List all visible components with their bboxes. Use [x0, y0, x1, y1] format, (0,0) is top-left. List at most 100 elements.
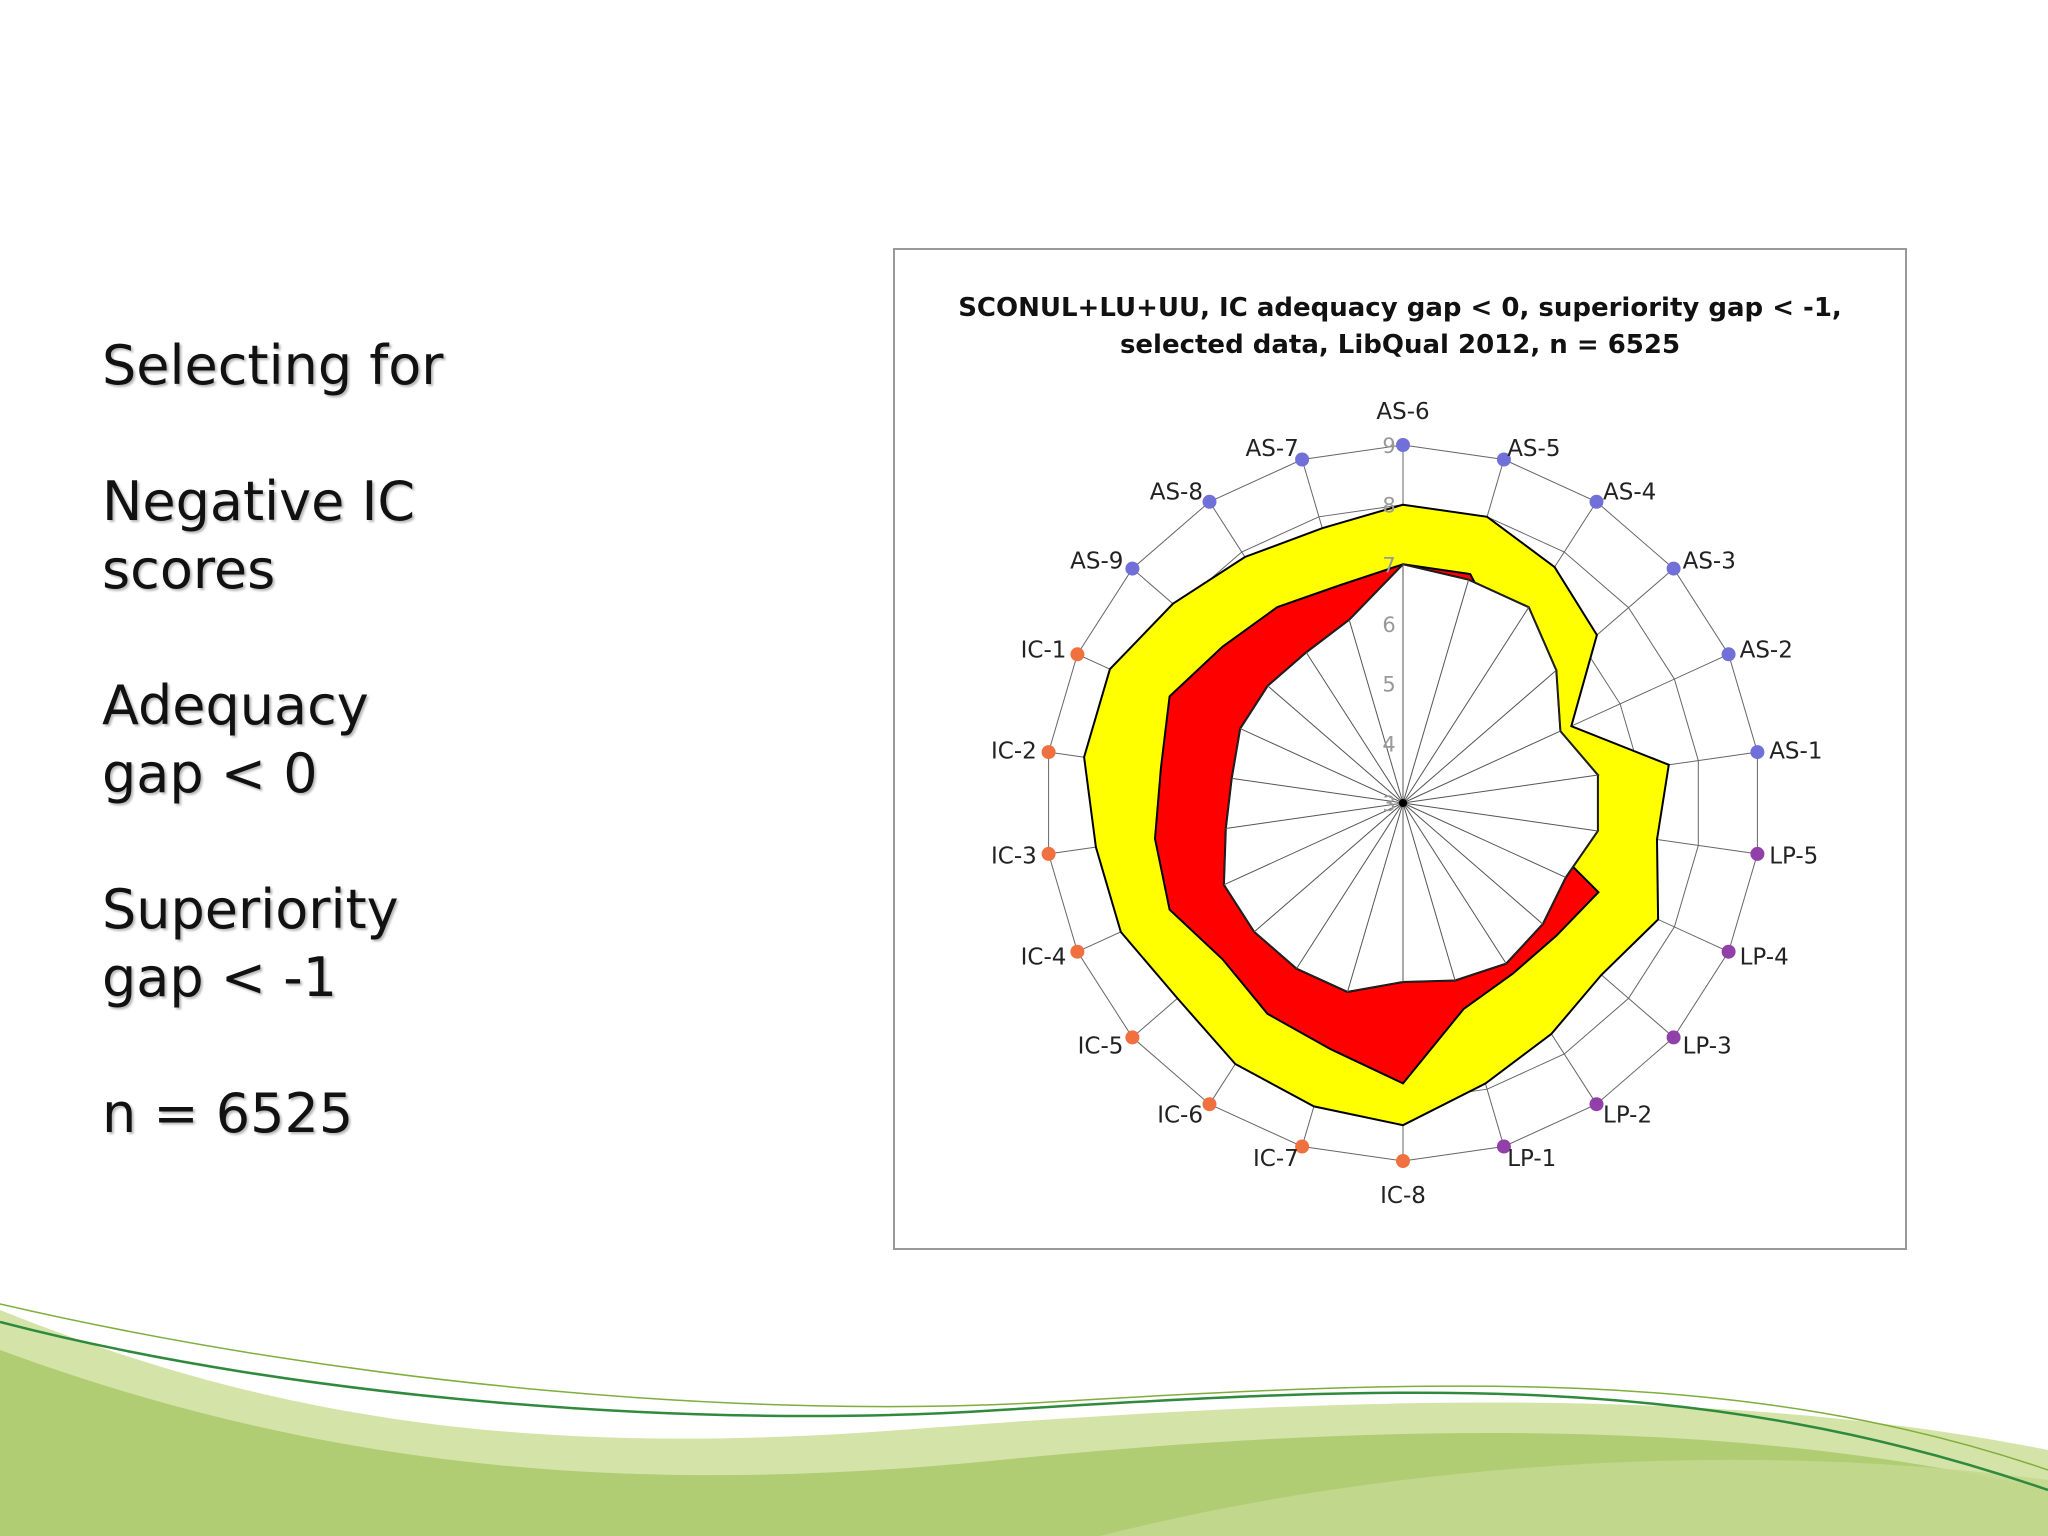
- axis-label: AS-4: [1603, 480, 1656, 506]
- inner-spoke: [1239, 728, 1404, 804]
- footer-wave-decoration: [0, 1303, 2048, 1536]
- axis-marker: [1125, 1030, 1140, 1045]
- wave-line-dark: [0, 1320, 2048, 1492]
- slide-text-line: scores: [102, 538, 276, 601]
- inner-spoke: [1402, 802, 1507, 964]
- axis-marker: [1396, 1154, 1410, 1168]
- chart-title-line-2: selected data, LibQual 2012, n = 6525: [1119, 330, 1681, 360]
- axis-marker: [1666, 561, 1681, 576]
- axis-label: AS-6: [1376, 399, 1429, 425]
- axis-label: IC-5: [1078, 1033, 1124, 1059]
- axis-marker: [1589, 1097, 1604, 1112]
- axis-marker: [1041, 846, 1056, 861]
- slide-text: Selecting for Negative IC scores Adequacy ga…: [102, 332, 742, 1148]
- axis-marker: [1496, 1139, 1511, 1154]
- inner-spoke: [1402, 774, 1598, 804]
- inner-spoke: [1402, 730, 1561, 804]
- axis-label: LP-4: [1740, 945, 1789, 971]
- axis-label: AS-5: [1507, 436, 1560, 462]
- tick-label: 9: [1382, 434, 1395, 458]
- axis-label: AS-7: [1246, 436, 1299, 462]
- inner-spoke: [1296, 802, 1404, 969]
- inner-spoke: [1305, 652, 1404, 804]
- tick-label: 3: [1382, 792, 1395, 816]
- radar-ticks: 3 4 5 6 7 8 9: [1382, 434, 1395, 816]
- slide-text-line: Superiority: [102, 878, 399, 941]
- wave-band-front: [1100, 1459, 2048, 1536]
- chart-title-line-1: SCONUL+LU+UU, IC adequacy gap < 0, super…: [958, 293, 1842, 323]
- axis-label: IC-2: [991, 738, 1037, 764]
- axis-label: IC-6: [1157, 1102, 1203, 1128]
- axis-marker: [1202, 494, 1217, 509]
- axis-label: LP-3: [1683, 1033, 1732, 1059]
- inner-spoke: [1223, 802, 1404, 886]
- slide-text-line: gap < -1: [102, 946, 338, 1009]
- tick-label: 5: [1382, 673, 1395, 697]
- radar-spokes-over: [1223, 564, 1598, 993]
- axis-marker: [1496, 452, 1511, 467]
- axis-label: IC-1: [1021, 637, 1067, 663]
- axis-marker: [1070, 944, 1085, 959]
- axis-marker: [1202, 1097, 1217, 1112]
- wave-line-light: [0, 1303, 2048, 1471]
- inner-spoke: [1348, 619, 1404, 804]
- inner-spoke: [1231, 777, 1404, 804]
- inner-spoke: [1402, 802, 1456, 981]
- radar-axis-labels: AS-6 AS-5 AS-4 AS-3 AS-2 AS-1 LP-5 LP-4 LP-3 LP-2…: [991, 399, 1822, 1209]
- axis-label: LP-2: [1603, 1102, 1652, 1128]
- slide-text-block: n = 6525: [102, 1080, 742, 1148]
- slide-text-block: Negative IC scores: [102, 468, 742, 604]
- tick-label: 6: [1382, 613, 1395, 637]
- inner-spoke: [1253, 802, 1404, 933]
- radar-axis-markers: [1041, 438, 1765, 1168]
- inner-spoke: [1402, 802, 1598, 832]
- axis-label: AS-8: [1150, 480, 1203, 506]
- axis-marker: [1396, 438, 1410, 452]
- axis-marker: [1750, 745, 1765, 760]
- inner-spoke: [1402, 802, 1567, 878]
- inner-spoke: [1402, 579, 1470, 804]
- inner-spoke: [1347, 802, 1404, 993]
- center-point: [1399, 799, 1407, 807]
- slide-text-line: n = 6525: [102, 1082, 354, 1145]
- inner-spoke: [1402, 606, 1530, 804]
- inner-spoke: [1402, 669, 1557, 804]
- axis-marker: [1721, 944, 1736, 959]
- axis-label: IC-3: [991, 844, 1037, 870]
- axis-label: AS-1: [1769, 738, 1822, 764]
- inner-spoke: [1402, 802, 1544, 925]
- axis-label: IC-4: [1021, 945, 1067, 971]
- axis-marker: [1750, 846, 1765, 861]
- slide-text-line: Selecting for: [102, 334, 444, 397]
- axis-marker: [1295, 1139, 1310, 1154]
- tick-label: 4: [1382, 732, 1395, 756]
- axis-marker: [1295, 452, 1310, 467]
- radar-series: [1083, 503, 1670, 1127]
- radar-chart: 3 4 5 6 7 8 9 AS-6 AS-5 AS-4 AS-3 AS-2 AS-1 LP-5 LP-4 L…: [991, 399, 1822, 1209]
- axis-label: IC-7: [1253, 1146, 1299, 1172]
- slide-text-line: Adequacy: [102, 674, 369, 737]
- tick-label: 8: [1382, 494, 1395, 518]
- axis-marker: [1589, 494, 1604, 509]
- axis-marker: [1070, 647, 1085, 662]
- axis-label: LP-5: [1769, 844, 1818, 870]
- axis-marker: [1666, 1030, 1681, 1045]
- chart-title: SCONUL+LU+UU, IC adequacy gap < 0, super…: [895, 290, 1905, 364]
- slide-text-block: Selecting for: [102, 332, 742, 400]
- axis-label: AS-2: [1740, 637, 1793, 663]
- axis-label: AS-3: [1683, 549, 1736, 575]
- axis-marker: [1125, 561, 1140, 576]
- axis-marker: [1041, 745, 1056, 760]
- axis-label: AS-9: [1070, 549, 1123, 575]
- axis-label: IC-8: [1380, 1183, 1426, 1209]
- axis-label: LP-1: [1507, 1146, 1556, 1172]
- slide-text-block: Adequacy gap < 0: [102, 672, 742, 808]
- slide-text-block: Superiority gap < -1: [102, 876, 742, 1012]
- tick-label: 7: [1382, 553, 1395, 577]
- radar-chart-frame: SCONUL+LU+UU, IC adequacy gap < 0, super…: [893, 248, 1907, 1250]
- slide-text-line: gap < 0: [102, 742, 318, 805]
- axis-marker: [1721, 647, 1736, 662]
- inner-spoke: [1225, 802, 1404, 829]
- inner-spoke: [1267, 685, 1404, 804]
- slide-text-line: Negative IC: [102, 470, 416, 533]
